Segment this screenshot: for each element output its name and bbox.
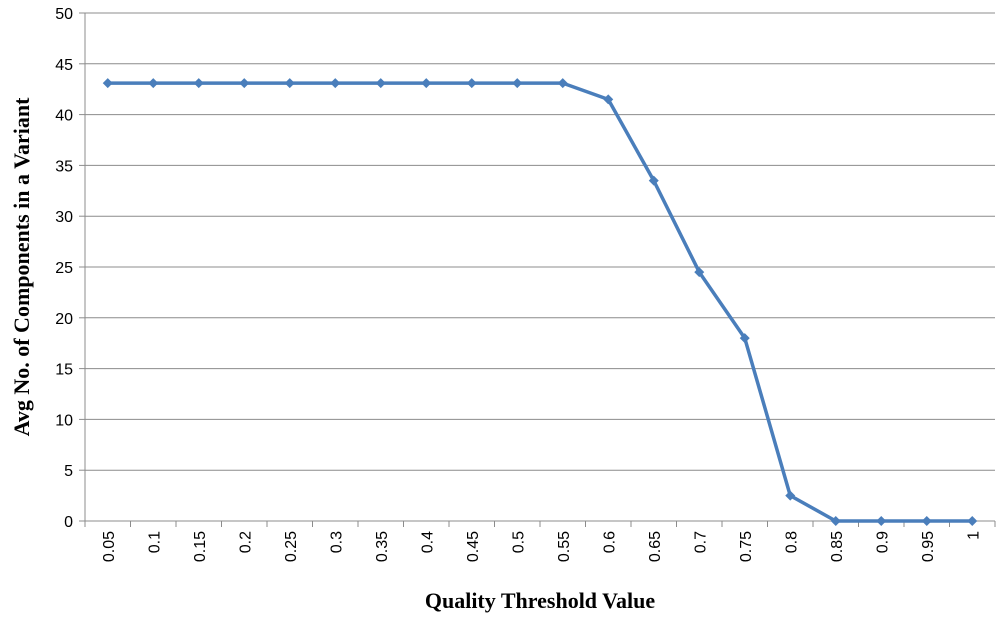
data-point (466, 78, 477, 89)
data-point (330, 78, 341, 89)
y-tick-label: 20 (55, 311, 73, 328)
x-tick-labels: 0.05 0.1 0.15 0.2 0.25 0.3 0.35 0.4 0.45 0.5 0.55 0… (101, 531, 983, 562)
y-tick-label: 50 (55, 6, 73, 23)
data-point (603, 94, 614, 105)
x-tick-label: 0.7 (692, 531, 709, 553)
x-tick-label: 0.8 (783, 531, 800, 553)
data-point (830, 516, 841, 526)
y-tick-label: 25 (55, 260, 73, 277)
x-tick-label: 0.4 (419, 531, 436, 553)
data-point (648, 175, 659, 186)
data-point (785, 490, 796, 501)
x-tick-label: 0.5 (510, 531, 527, 553)
y-tick-label: 45 (55, 57, 73, 74)
x-tick-label: 1 (965, 531, 982, 540)
y-tick-label: 35 (55, 158, 73, 175)
x-tick-label: 0.6 (601, 531, 618, 553)
x-tick-label: 0.65 (647, 531, 664, 562)
y-tick-label: 15 (55, 362, 73, 379)
x-tick-label: 0.9 (874, 531, 891, 553)
data-point (239, 78, 250, 89)
x-tick-label: 0.35 (374, 531, 391, 562)
data-point (512, 78, 523, 89)
data-point (102, 78, 113, 89)
data-point (557, 78, 568, 89)
x-tick-label: 0.45 (465, 531, 482, 562)
x-tick-label: 0.1 (146, 531, 163, 553)
x-tick-label: 0.3 (328, 531, 345, 553)
y-axis-title: Avg No. of Components in a Variant (9, 97, 34, 436)
axes (79, 12, 996, 527)
x-tick-label: 0.15 (192, 531, 209, 562)
x-tick-label: 0.25 (283, 531, 300, 562)
y-tick-label: 5 (64, 463, 73, 480)
x-axis-title: Quality Threshold Value (425, 588, 656, 613)
x-tick-label: 0.95 (920, 531, 937, 562)
data-point (739, 333, 750, 344)
y-tick-label: 0 (64, 514, 73, 531)
x-tick-label: 0.2 (237, 531, 254, 553)
data-point (694, 267, 705, 278)
data-point (421, 78, 432, 89)
series-line (107, 81, 973, 523)
data-point (375, 78, 386, 89)
data-point (967, 516, 978, 526)
data-point (193, 78, 204, 89)
data-point (921, 516, 932, 526)
x-tick-label: 0.75 (738, 531, 755, 562)
x-tick-label: 0.55 (556, 531, 573, 562)
y-tick-label: 40 (55, 108, 73, 125)
series-group (102, 78, 978, 526)
data-point (148, 78, 159, 89)
y-tick-labels: 0 5 10 15 20 25 30 35 40 45 50 (55, 6, 73, 531)
x-tick-label: 0.05 (101, 531, 118, 562)
y-tick-label: 30 (55, 209, 73, 226)
y-tick-label: 10 (55, 412, 73, 429)
data-point (284, 78, 295, 89)
data-point (876, 516, 887, 526)
x-tick-label: 0.85 (829, 531, 846, 562)
gridlines (85, 12, 995, 471)
